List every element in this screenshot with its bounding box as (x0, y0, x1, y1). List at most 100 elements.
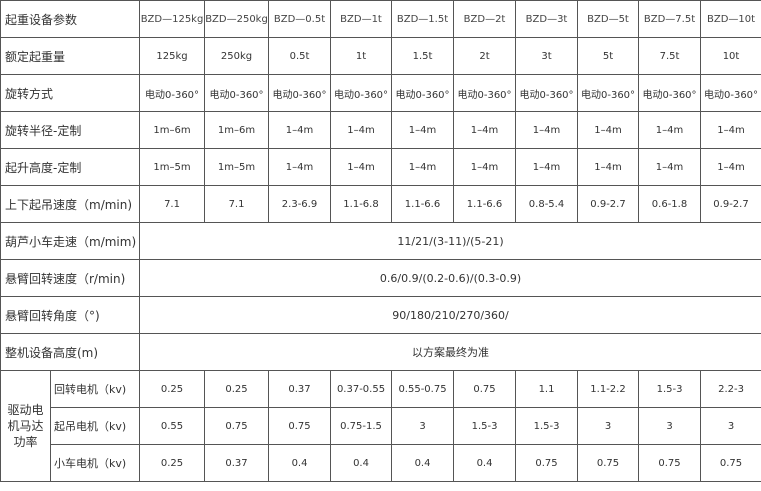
value-cell: 1–4m (330, 148, 393, 186)
value-cell: 2.2-3 (700, 370, 761, 408)
table-row: 起吊电机（kv) 0.55 0.75 0.75 0.75-1.5 3 1.5-3 1.5-3 3… (1, 407, 761, 445)
table-row: 驱动电机马达功率 回转电机（kv) 0.25 0.25 0.37 0.37-0.55 0.5… (0, 370, 761, 482)
group-label: 驱动电机马达功率 (0, 370, 51, 482)
value-cell: 2.3-6.9 (268, 185, 332, 223)
column-header: BZD—2t (453, 0, 517, 38)
merged-value: 90/180/210/270/360/ (139, 296, 761, 334)
value-cell: 1t (330, 37, 393, 75)
table-row: 悬臂回转速度（r/min) 0.6/0.9/(0.2-0.6)/(0.3-0.9) (0, 259, 761, 297)
value-cell: 1–4m (515, 148, 579, 186)
value-cell: 1–4m (700, 148, 761, 186)
value-cell: 0.75 (515, 444, 579, 482)
value-cell: 1m–5m (139, 148, 206, 186)
value-cell: 0.75 (577, 444, 640, 482)
value-cell: 0.4 (453, 444, 517, 482)
value-cell: 电动0-360° (577, 74, 640, 112)
table-row: 整机设备高度(m) 以方案最终为准 (0, 333, 761, 371)
value-cell: 1–4m (638, 148, 702, 186)
value-cell: 0.37 (268, 370, 332, 408)
value-cell: 1–4m (453, 111, 517, 149)
sub-label: 起吊电机（kv) (49, 407, 141, 445)
value-cell: 电动0-360° (139, 74, 206, 112)
value-cell: 0.75 (453, 370, 517, 408)
column-header: BZD—5t (577, 0, 640, 38)
value-cell: 0.55-0.75 (391, 370, 455, 408)
merged-value: 0.6/0.9/(0.2-0.6)/(0.3-0.9) (139, 259, 761, 297)
table-row: 起升高度-定制 1m–5m 1m–5m 1–4m 1–4m 1–4m 1–4m 1–4m 1–4… (0, 148, 761, 186)
value-cell: 125kg (139, 37, 206, 75)
value-cell: 1–4m (638, 111, 702, 149)
row-label: 上下起吊速度（m/min) (0, 185, 141, 223)
value-cell: 3 (577, 407, 640, 445)
sub-label: 回转电机（kv) (49, 370, 141, 408)
table-row: 额定起重量 125kg 250kg 0.5t 1t 1.5t 2t 3t 5t 7.5t 10t (0, 37, 761, 75)
value-cell: 电动0-360° (391, 74, 455, 112)
column-header: BZD—1.5t (391, 0, 455, 38)
value-cell: 0.37-0.55 (330, 370, 393, 408)
value-cell: 250kg (204, 37, 270, 75)
value-cell: 1–4m (453, 148, 517, 186)
value-cell: 电动0-360° (700, 74, 761, 112)
value-cell: 3 (391, 407, 455, 445)
value-cell: 0.6-1.8 (638, 185, 702, 223)
row-label: 起升高度-定制 (0, 148, 141, 186)
value-cell: 1.1-6.8 (330, 185, 393, 223)
table-row: 旋转方式 电动0-360° 电动0-360° 电动0-360° 电动0-360° 电动0-… (0, 74, 761, 112)
value-cell: 电动0-360° (204, 74, 270, 112)
value-cell: 电动0-360° (330, 74, 393, 112)
value-cell: 1–4m (577, 148, 640, 186)
value-cell: 1.5-3 (638, 370, 702, 408)
value-cell: 0.25 (204, 370, 270, 408)
value-cell: 10t (700, 37, 761, 75)
value-cell: 1.1 (515, 370, 579, 408)
value-cell: 3t (515, 37, 579, 75)
column-header: BZD—250kg (204, 0, 270, 38)
value-cell: 1m–6m (139, 111, 206, 149)
value-cell: 1–4m (577, 111, 640, 149)
merged-value: 以方案最终为准 (139, 333, 761, 371)
value-cell: 1–4m (268, 111, 332, 149)
table-row: 旋转半径-定制 1m–6m 1m–6m 1–4m 1–4m 1–4m 1–4m 1–4m 1–4… (0, 111, 761, 149)
value-cell: 1–4m (391, 148, 455, 186)
value-cell: 0.9-2.7 (700, 185, 761, 223)
column-header: BZD—7.5t (638, 0, 702, 38)
table-row: 起重设备参数 BZD—125kg BZD—250kg BZD—0.5t BZD—1t BZ… (0, 0, 761, 38)
column-header: BZD—1t (330, 0, 393, 38)
row-label: 整机设备高度(m) (0, 333, 141, 371)
row-label: 额定起重量 (0, 37, 141, 75)
value-cell: 3 (638, 407, 702, 445)
row-label: 旋转半径-定制 (0, 111, 141, 149)
table-row: 上下起吊速度（m/min) 7.1 7.1 2.3-6.9 1.1-6.8 1.1-6.6… (0, 185, 761, 223)
value-cell: 0.75 (268, 407, 332, 445)
value-cell: 电动0-360° (515, 74, 579, 112)
value-cell: 1–4m (515, 111, 579, 149)
value-cell: 0.75 (638, 444, 702, 482)
value-cell: 电动0-360° (453, 74, 517, 112)
value-cell: 1.1-2.2 (577, 370, 640, 408)
value-cell: 0.8-5.4 (515, 185, 579, 223)
value-cell: 1.1-6.6 (391, 185, 455, 223)
value-cell: 0.25 (139, 370, 206, 408)
row-label: 悬臂回转角度（°) (0, 296, 141, 334)
table-row: 悬臂回转角度（°) 90/180/210/270/360/ (0, 296, 761, 334)
merged-value: 11/21/(3-11)/(5-21) (139, 222, 761, 260)
value-cell: 1.5-3 (453, 407, 517, 445)
value-cell: 1–4m (330, 111, 393, 149)
column-header: BZD—3t (515, 0, 579, 38)
value-cell: 1–4m (268, 148, 332, 186)
row-label: 葫芦小车走速（m/mim) (0, 222, 141, 260)
value-cell: 0.75 (204, 407, 270, 445)
table-row: 葫芦小车走速（m/mim) 11/21/(3-11)/(5-21) (0, 222, 761, 260)
value-cell: 3 (700, 407, 761, 445)
value-cell: 1m–5m (204, 148, 270, 186)
value-cell: 7.5t (638, 37, 702, 75)
column-header: BZD—10t (700, 0, 761, 38)
value-cell: 5t (577, 37, 640, 75)
value-cell: 0.25 (139, 444, 206, 482)
value-cell: 0.75 (700, 444, 761, 482)
value-cell: 1–4m (700, 111, 761, 149)
value-cell: 2t (453, 37, 517, 75)
value-cell: 7.1 (139, 185, 206, 223)
